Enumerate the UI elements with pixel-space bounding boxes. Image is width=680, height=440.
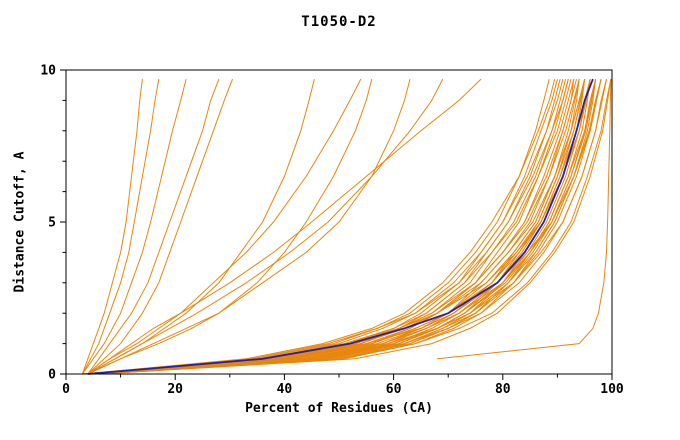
- tick-labels: 0 20 40 60 80 100 0 5 10: [40, 64, 624, 398]
- model-curve: [82, 78, 602, 375]
- x-tick-label: 20: [167, 382, 183, 397]
- model-curve: [87, 79, 607, 375]
- model-curve: [87, 79, 575, 375]
- model-outlier-curve: [81, 78, 187, 375]
- x-tick-label: 100: [600, 382, 624, 397]
- x-tick-label: 40: [277, 382, 293, 397]
- y-tick-label: 10: [40, 64, 56, 79]
- x-tick-label: 60: [386, 382, 402, 397]
- model-flat-curve: [437, 79, 612, 360]
- tick-marks: [60, 69, 613, 380]
- model-curve: [82, 78, 556, 375]
- model-mid-curve: [87, 78, 411, 375]
- model-mid-curve: [87, 78, 482, 375]
- model-curve: [82, 78, 550, 375]
- model-curve: [87, 78, 561, 375]
- model-curve: [93, 78, 564, 375]
- model-curve: [93, 78, 612, 375]
- model-curve: [93, 78, 569, 375]
- model-curve: [82, 78, 569, 375]
- model-curve: [87, 78, 586, 375]
- model-curve: [87, 79, 597, 375]
- model-curve: [98, 79, 612, 375]
- model-curve: [93, 79, 580, 375]
- model-mid-curve: [87, 78, 315, 375]
- model-curve: [98, 79, 586, 375]
- model-curve: [82, 78, 597, 375]
- chart-title: T1050-D2: [301, 14, 377, 30]
- model-mid-curve: [87, 78, 444, 375]
- model-curve: [87, 78, 567, 375]
- model-curves: [81, 78, 612, 375]
- model-curve: [93, 78, 602, 375]
- model-outlier-curve: [87, 78, 220, 375]
- x-tick-label: 80: [495, 382, 511, 397]
- x-axis-label: Percent of Residues (CA): [245, 401, 433, 416]
- model-curve: [87, 79, 586, 375]
- model-mid-curve: [87, 78, 373, 375]
- model-outlier-curve: [81, 79, 160, 375]
- y-tick-label: 5: [48, 216, 56, 231]
- y-tick-label: 0: [48, 368, 56, 383]
- model-outlier-curve: [81, 79, 143, 375]
- model-curve: [82, 78, 591, 375]
- model-curve: [87, 78, 602, 375]
- model-outlier-curve: [87, 78, 233, 375]
- reference-curve: [87, 78, 594, 375]
- model-curve: [93, 79, 597, 375]
- model-mid-curve: [87, 78, 362, 375]
- model-curve: [98, 79, 580, 375]
- x-tick-label: 0: [62, 382, 70, 397]
